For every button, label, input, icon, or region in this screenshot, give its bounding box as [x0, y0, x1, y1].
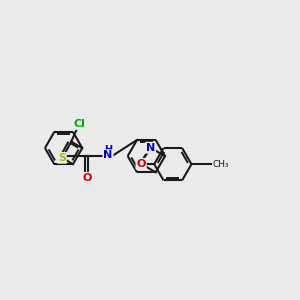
Text: Cl: Cl	[73, 119, 85, 129]
Text: H: H	[104, 145, 112, 155]
Text: O: O	[136, 159, 146, 169]
Text: N: N	[146, 143, 155, 153]
Text: N: N	[103, 150, 112, 160]
Text: S: S	[58, 153, 66, 163]
Text: CH₃: CH₃	[213, 160, 229, 169]
Text: O: O	[83, 173, 92, 183]
